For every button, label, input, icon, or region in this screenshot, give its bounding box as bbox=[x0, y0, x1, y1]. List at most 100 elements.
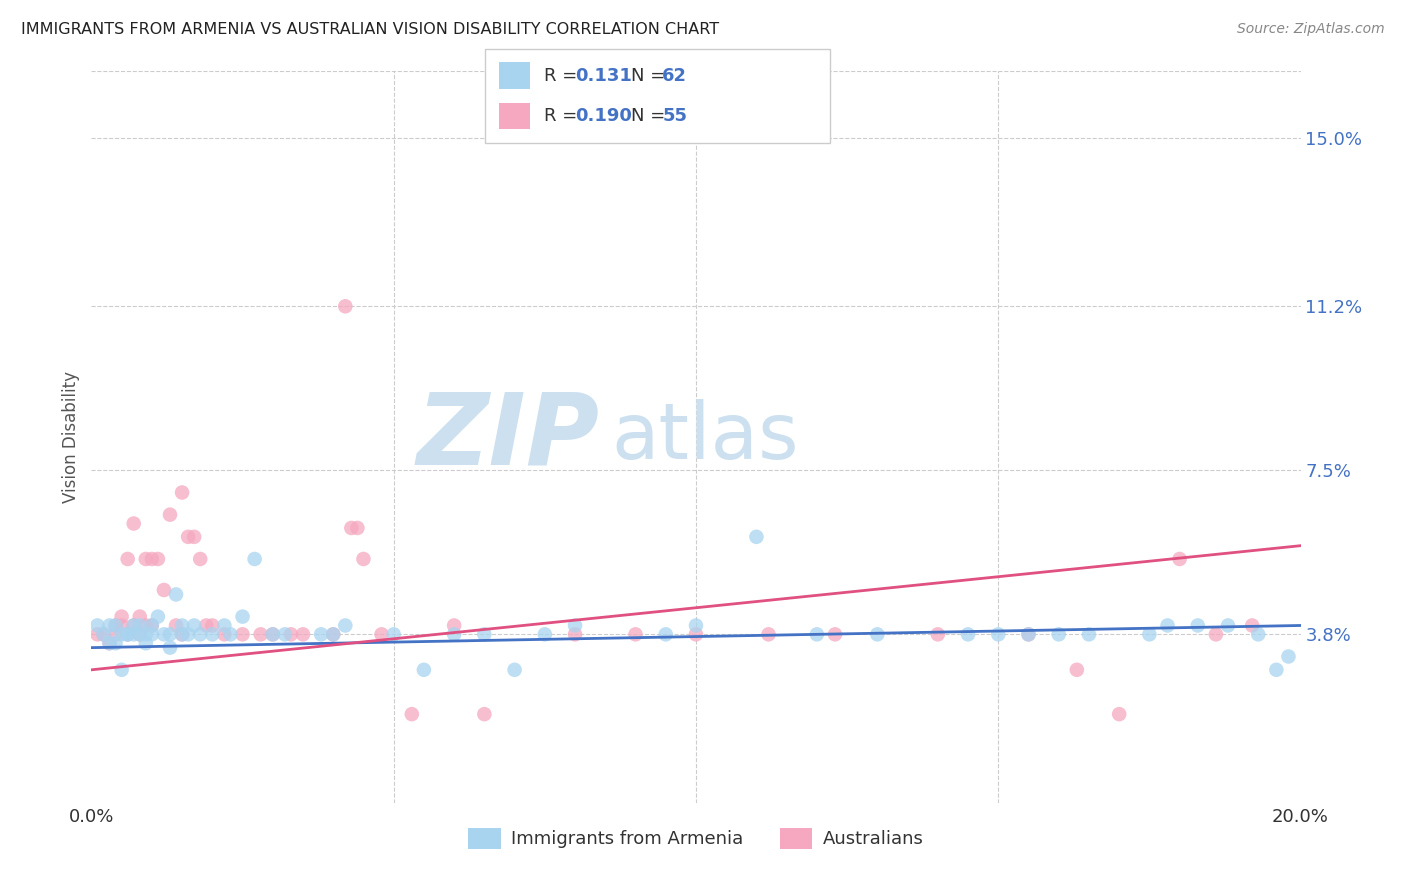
Point bbox=[146, 552, 169, 566]
Point bbox=[758, 627, 780, 641]
Point bbox=[117, 627, 139, 641]
Point bbox=[533, 627, 555, 641]
Text: R =: R = bbox=[544, 107, 583, 125]
Point bbox=[956, 627, 979, 641]
Text: Source: ZipAtlas.com: Source: ZipAtlas.com bbox=[1237, 22, 1385, 37]
Point bbox=[98, 636, 121, 650]
Point bbox=[1216, 618, 1239, 632]
Point bbox=[335, 299, 357, 313]
Point bbox=[292, 627, 315, 641]
Point bbox=[135, 636, 157, 650]
Point bbox=[117, 552, 139, 566]
Point bbox=[685, 627, 707, 641]
Point bbox=[231, 627, 253, 641]
Point bbox=[1139, 627, 1161, 641]
Point bbox=[141, 618, 163, 632]
Point bbox=[111, 609, 132, 624]
Point bbox=[122, 618, 145, 632]
Point bbox=[172, 618, 194, 632]
Point bbox=[128, 627, 150, 641]
Point bbox=[159, 627, 181, 641]
Point bbox=[1047, 627, 1070, 641]
Text: 55: 55 bbox=[662, 107, 688, 125]
Point bbox=[1018, 627, 1040, 641]
Point bbox=[201, 627, 224, 641]
Point bbox=[1205, 627, 1227, 641]
Point bbox=[352, 552, 374, 566]
Text: N =: N = bbox=[631, 107, 671, 125]
Point bbox=[249, 627, 271, 641]
Point bbox=[262, 627, 284, 641]
Point bbox=[104, 636, 127, 650]
Point bbox=[370, 627, 392, 641]
Point bbox=[188, 552, 211, 566]
Legend: Immigrants from Armenia, Australians: Immigrants from Armenia, Australians bbox=[461, 821, 931, 856]
Point bbox=[322, 627, 344, 641]
Point bbox=[322, 627, 344, 641]
Point bbox=[214, 627, 236, 641]
Point bbox=[135, 618, 157, 632]
Point bbox=[472, 707, 495, 722]
Point bbox=[280, 627, 302, 641]
Text: 0.190: 0.190 bbox=[575, 107, 631, 125]
Point bbox=[122, 516, 145, 531]
Point bbox=[122, 627, 145, 641]
Point bbox=[141, 627, 163, 641]
Point bbox=[201, 618, 224, 632]
Text: atlas: atlas bbox=[612, 399, 799, 475]
Point bbox=[195, 618, 218, 632]
Point bbox=[93, 627, 115, 641]
Point bbox=[443, 618, 465, 632]
Point bbox=[1241, 618, 1264, 632]
Point bbox=[104, 627, 127, 641]
Point bbox=[111, 663, 132, 677]
Point bbox=[382, 627, 405, 641]
Point bbox=[335, 618, 357, 632]
Point bbox=[824, 627, 846, 641]
Point bbox=[564, 618, 586, 632]
Text: 62: 62 bbox=[662, 67, 688, 85]
Point bbox=[146, 609, 169, 624]
Point bbox=[98, 636, 121, 650]
Point bbox=[183, 618, 205, 632]
Point bbox=[472, 627, 495, 641]
Point bbox=[401, 707, 423, 722]
Point bbox=[745, 530, 768, 544]
Text: IMMIGRANTS FROM ARMENIA VS AUSTRALIAN VISION DISABILITY CORRELATION CHART: IMMIGRANTS FROM ARMENIA VS AUSTRALIAN VI… bbox=[21, 22, 720, 37]
Point bbox=[685, 618, 707, 632]
Y-axis label: Vision Disability: Vision Disability bbox=[62, 371, 80, 503]
Point bbox=[141, 552, 163, 566]
Point bbox=[128, 609, 150, 624]
Point bbox=[1265, 663, 1288, 677]
Point bbox=[165, 618, 187, 632]
Point bbox=[86, 618, 108, 632]
Point bbox=[177, 530, 200, 544]
Point bbox=[1156, 618, 1178, 632]
Point bbox=[1187, 618, 1209, 632]
Point bbox=[104, 618, 127, 632]
Point bbox=[564, 627, 586, 641]
Point bbox=[340, 521, 363, 535]
Point bbox=[117, 627, 139, 641]
Point bbox=[111, 627, 132, 641]
Point bbox=[128, 627, 150, 641]
Point bbox=[1108, 707, 1130, 722]
Text: N =: N = bbox=[631, 67, 671, 85]
Point bbox=[262, 627, 284, 641]
Point bbox=[172, 627, 194, 641]
Point bbox=[135, 552, 157, 566]
Point bbox=[413, 663, 436, 677]
Point bbox=[309, 627, 332, 641]
Point bbox=[1247, 627, 1270, 641]
Text: ZIP: ZIP bbox=[416, 389, 599, 485]
Point bbox=[141, 618, 163, 632]
Point bbox=[1168, 552, 1191, 566]
Point bbox=[172, 485, 194, 500]
Point bbox=[183, 530, 205, 544]
Point bbox=[503, 663, 526, 677]
Point bbox=[654, 627, 676, 641]
Text: 0.131: 0.131 bbox=[575, 67, 631, 85]
Point bbox=[1277, 649, 1299, 664]
Point bbox=[177, 627, 200, 641]
Point bbox=[1018, 627, 1040, 641]
